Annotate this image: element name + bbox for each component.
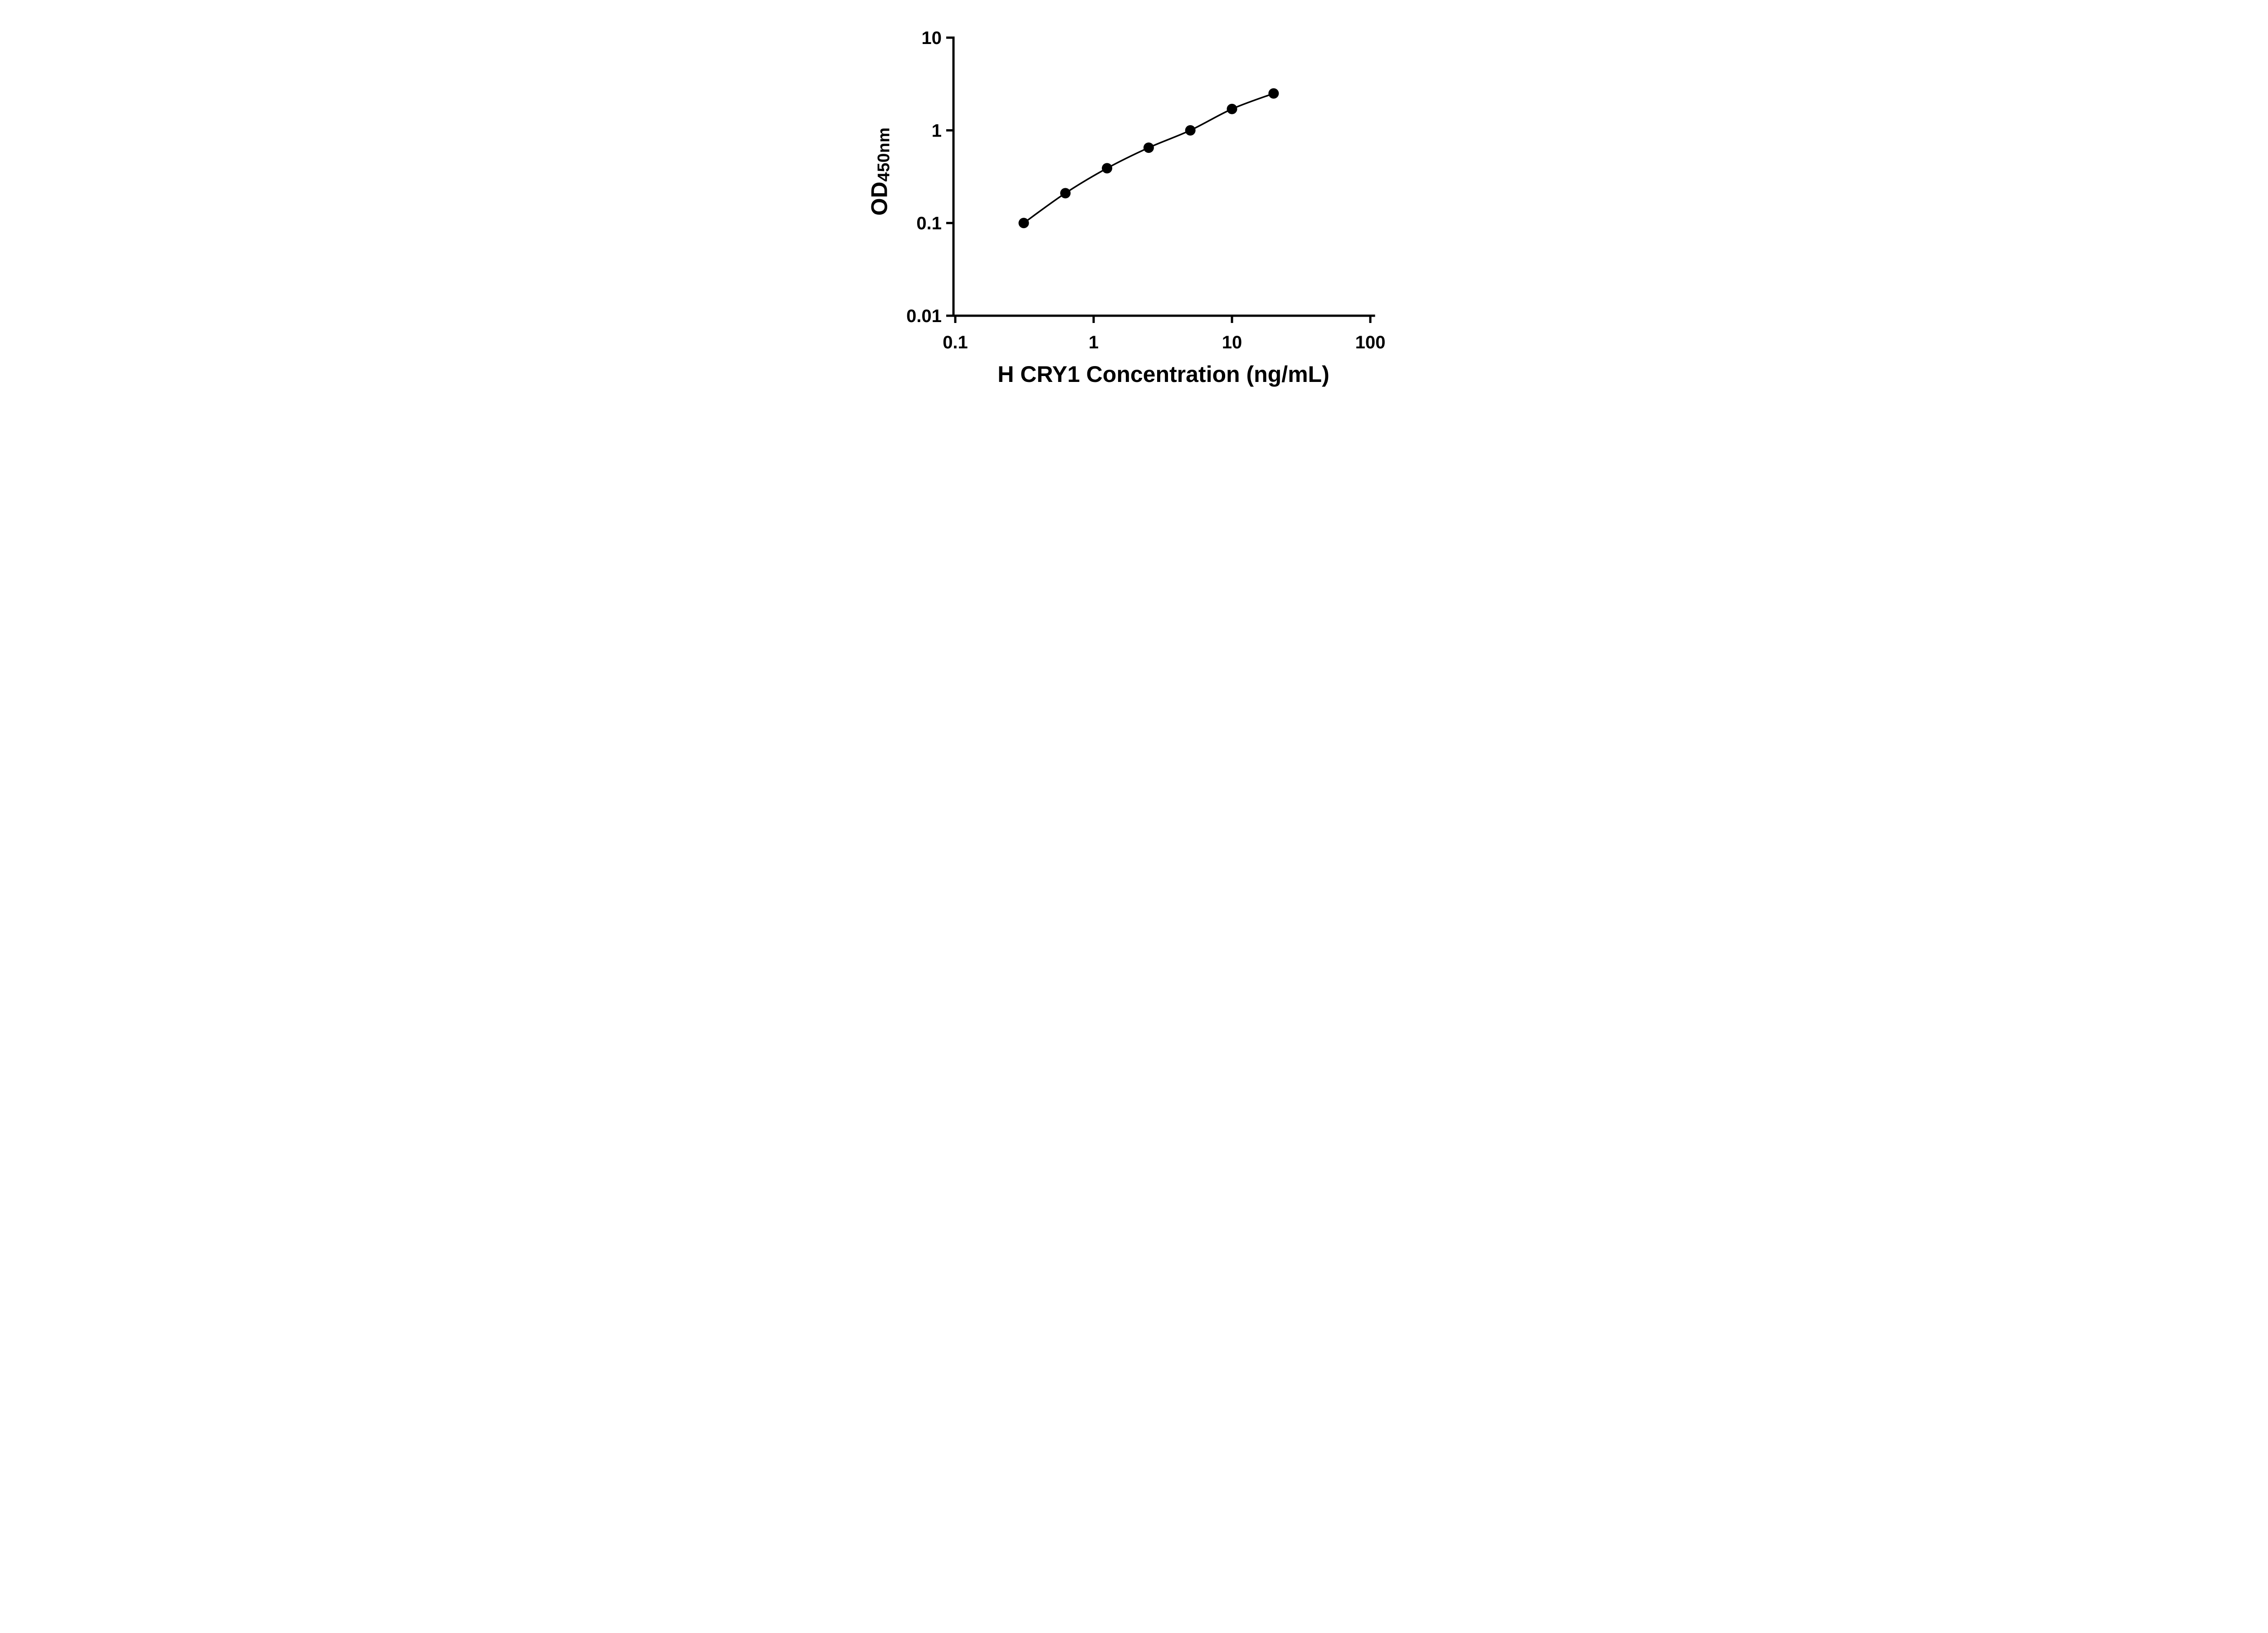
y-axis-title-main: OD [866,181,892,216]
y-tick-label: 0.1 [916,214,942,234]
data-point [1268,88,1279,99]
y-axis-title-sub: 450nm [874,127,893,182]
data-point [1102,163,1113,174]
data-point [1143,142,1154,153]
y-axis-title: OD450nm [866,127,893,216]
data-point [1227,103,1237,114]
y-tick-label: 1 [932,121,942,141]
y-tick-label: 0.01 [906,306,942,326]
standard-curve-line [1023,93,1274,224]
data-point [1185,125,1196,136]
y-tick-label: 10 [922,28,942,48]
data-point [1018,218,1029,229]
x-tick-label: 1 [1089,332,1099,352]
x-tick-label: 0.1 [943,332,968,352]
x-tick-label: 10 [1222,332,1242,352]
elisa-standard-curve-figure: 0.1 1 10 100 0.01 0.1 1 10 OD450nm H CRY1 Conce… [842,0,1426,408]
x-axis-title: H CRY1 Concentration (ng/mL) [997,362,1330,387]
x-tick-label: 100 [1355,332,1386,352]
data-point [1060,188,1071,199]
